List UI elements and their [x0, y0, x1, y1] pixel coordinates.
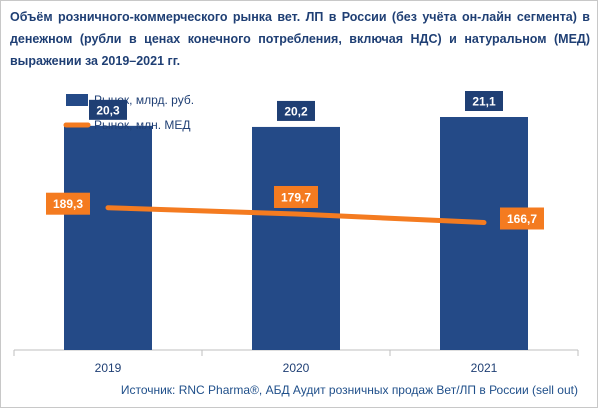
line-value-label-2020: 179,7 — [281, 190, 311, 204]
legend-swatch-bar — [66, 94, 88, 106]
line-value-label-2019: 189,3 — [53, 197, 83, 211]
legend-label-bar: Рынок, млрд. руб. — [94, 93, 194, 107]
line-series-med — [105, 205, 487, 225]
bar-label-box-2019 — [89, 99, 127, 120]
bar-label-box-2020 — [277, 100, 315, 121]
line-label-box-2019 — [46, 192, 90, 215]
x-tick-label-2020: 2020 — [283, 361, 310, 375]
x-tick-label-2019: 2019 — [95, 361, 122, 375]
bar-2021 — [440, 117, 528, 350]
bar-2020 — [252, 126, 340, 350]
chart-title: Объём розничного-коммерческого рынка вет… — [10, 10, 590, 68]
source-note: Источник: RNC Pharma®, АБД Аудит розничн… — [120, 383, 578, 397]
line-label-box-2021 — [500, 207, 544, 230]
bar-value-label-2020: 20,2 — [284, 104, 308, 118]
x-tick-label-2021: 2021 — [471, 361, 498, 375]
bar-value-label-2019: 20,3 — [96, 103, 120, 117]
bar-label-box-2021 — [465, 91, 503, 111]
legend-label-line: Рынок, млн. МЕД — [94, 118, 191, 132]
line-value-label-2021: 166,7 — [507, 212, 537, 226]
bar-2019 — [64, 125, 152, 350]
line-label-box-2020 — [274, 185, 318, 208]
bar-value-label-2021: 21,1 — [472, 95, 496, 109]
